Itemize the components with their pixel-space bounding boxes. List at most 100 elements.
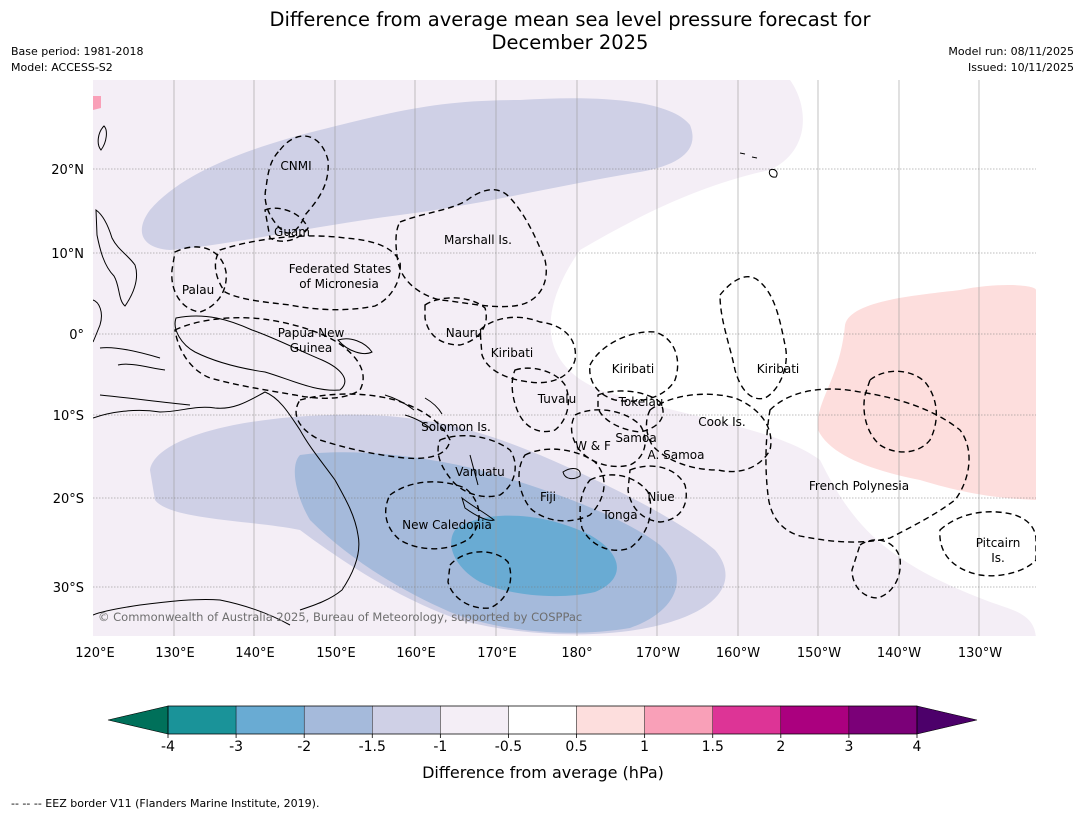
meta-right: Model run: 08/11/2025 Issued: 10/11/2025 xyxy=(948,44,1074,76)
title-line-1: Difference from average mean sea level p… xyxy=(269,8,871,31)
place-label-nauru: Nauru xyxy=(446,326,482,340)
map-title: Difference from average mean sea level p… xyxy=(170,8,970,54)
place-label-png-line1: Papua New xyxy=(278,326,345,340)
lon-label: 120°E xyxy=(75,646,115,661)
eez-legend: -- -- -- EEZ border V11 (Flanders Marine… xyxy=(11,797,320,810)
colorbar-segment xyxy=(440,705,509,735)
colorbar-segment xyxy=(644,705,713,735)
colorbar-tick-label: 3 xyxy=(844,739,853,755)
coast-borneo xyxy=(93,299,102,343)
place-label-fsm-line2: of Micronesia xyxy=(299,277,379,291)
title-line-2: December 2025 xyxy=(491,31,649,54)
base-period: Base period: 1981-2018 xyxy=(11,45,144,58)
colorbar-tick-label: 2 xyxy=(776,739,785,755)
colorbar-ticks: -4 -3 -2 -1.5 -1 -0.5 0.5 1 1.5 2 3 4 xyxy=(161,734,922,755)
colorbar-tick-label: -2 xyxy=(297,739,311,755)
anomaly-field xyxy=(93,80,1036,636)
anomaly-band-pale-blue-north xyxy=(141,98,693,250)
place-label-fsm-line1: Federated States xyxy=(289,262,391,276)
place-label-pitcairn-line2: Is. xyxy=(991,551,1005,565)
place-label-niue: Niue xyxy=(647,490,674,504)
place-label-pitcairn-line1: Pitcairn xyxy=(976,536,1021,550)
eez-tuvalu xyxy=(511,367,570,433)
lat-label: 0° xyxy=(69,328,84,343)
colorbar-tick-label: -3 xyxy=(229,739,243,755)
lon-label: 130°W xyxy=(958,646,1002,661)
place-label-palau: Palau xyxy=(182,283,214,297)
coast-fiji xyxy=(562,468,581,480)
colorbar-tick-label: -0.5 xyxy=(495,739,522,755)
eez-solomons xyxy=(295,393,451,460)
colorbar: -4 -3 -2 -1.5 -1 -0.5 0.5 1 1.5 2 3 4 Difference fr… xyxy=(107,705,978,782)
model-name: Model: ACCESS-S2 xyxy=(11,61,113,74)
anomaly-band-mid-blue xyxy=(451,515,617,597)
eez-kiribati-central xyxy=(589,331,679,402)
lat-label: 20°S xyxy=(53,492,84,507)
anomaly-band-pink xyxy=(817,285,1036,500)
eez-nauru xyxy=(424,297,487,346)
meta-left: Base period: 1981-2018 Model: ACCESS-S2 xyxy=(11,44,143,76)
eez-fsm xyxy=(214,235,401,311)
place-label-tonga: Tonga xyxy=(601,508,637,522)
place-label-samoa: Samoa xyxy=(615,431,656,445)
eez-kermadec xyxy=(851,539,902,599)
place-label-wallis-futuna: W & F xyxy=(575,439,611,453)
place-label-new-caledonia: New Caledonia xyxy=(402,518,492,532)
lon-label: 160°W xyxy=(716,646,760,661)
place-label-cnmi: CNMI xyxy=(280,159,311,173)
coast-new-caledonia xyxy=(461,496,496,521)
coast-australia xyxy=(93,391,360,626)
issued-date: Issued: 10/11/2025 xyxy=(967,61,1074,74)
place-label-marshall: Marshall Is. xyxy=(444,233,512,247)
coast-philippines xyxy=(95,208,138,307)
colorbar-tick-label: 1.5 xyxy=(702,739,724,755)
lat-label: 10°S xyxy=(53,409,84,424)
place-labels: CNMI Guam Marshall Is. Federated States … xyxy=(182,159,1020,565)
latitude-gridlines xyxy=(93,168,1036,588)
model-run: Model run: 08/11/2025 xyxy=(948,45,1074,58)
place-label-kiribati-east: Kiribati xyxy=(757,362,799,376)
colorbar-segment xyxy=(303,705,373,735)
eez-borders xyxy=(171,135,1036,609)
coast-hawaii xyxy=(739,152,778,178)
longitude-gridlines xyxy=(173,80,980,636)
lon-label: 170°E xyxy=(477,646,517,661)
lon-label: 160°E xyxy=(396,646,436,661)
lon-label: 140°E xyxy=(235,646,275,661)
place-label-solomon: Solomon Is. xyxy=(421,420,491,434)
eez-french-polynesia-inner xyxy=(863,370,938,453)
eez-palau xyxy=(171,246,227,313)
eez-wallis-samoa xyxy=(570,409,646,468)
anomaly-band-pink-corner xyxy=(93,96,101,110)
colorbar-segment xyxy=(712,705,782,735)
lon-label: 170°W xyxy=(636,646,680,661)
place-label-fiji: Fiji xyxy=(540,490,556,504)
colorbar-tick-label: 1 xyxy=(640,739,649,755)
colorbar-segment xyxy=(848,705,918,735)
eez-fiji xyxy=(518,448,605,522)
lon-label: 140°W xyxy=(877,646,921,661)
coast-taiwan xyxy=(97,125,107,151)
coast-new-guinea xyxy=(174,315,346,391)
lat-label: 10°N xyxy=(51,247,84,262)
eez-tokelau xyxy=(597,390,664,433)
place-label-american-samoa: A. Samoa xyxy=(648,448,705,462)
place-label-png-line2: Guinea xyxy=(290,341,333,355)
place-label-vanuatu: Vanuatu xyxy=(455,465,505,479)
eez-guam xyxy=(264,207,309,242)
eez-new-caledonia xyxy=(384,481,480,550)
coast-new-britain xyxy=(337,338,373,354)
coast-vanuatu xyxy=(469,454,479,486)
lon-label: 180° xyxy=(561,646,592,661)
colorbar-tick-label: 4 xyxy=(913,739,922,755)
eez-pitcairn xyxy=(939,511,1036,577)
longitude-labels: 120°E 130°E 140°E 150°E 160°E 170°E 180°… xyxy=(75,646,1002,661)
place-label-tuvalu: Tuvalu xyxy=(537,392,577,406)
lon-label: 150°E xyxy=(316,646,356,661)
eez-kiribati-east xyxy=(719,276,787,400)
colorbar-segment xyxy=(167,705,237,735)
place-label-french-polynesia: French Polynesia xyxy=(809,479,909,493)
colorbar-segment xyxy=(576,705,645,735)
colorbar-over-arrow xyxy=(916,705,978,735)
